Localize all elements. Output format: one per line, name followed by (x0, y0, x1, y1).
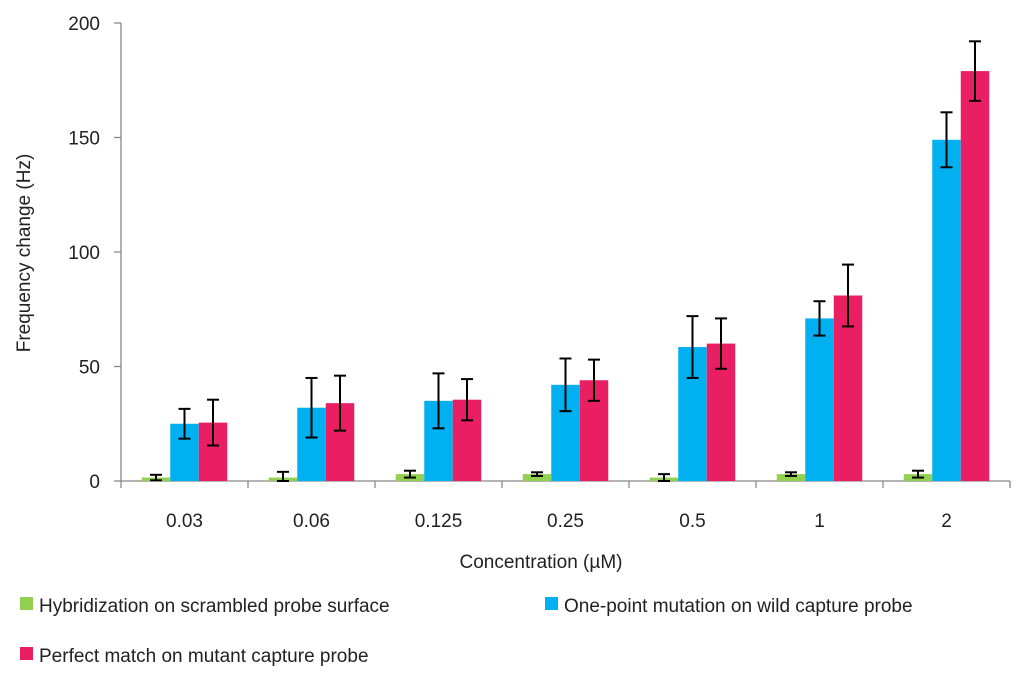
legend: Hybridization on scrambled probe surface… (20, 596, 913, 667)
y-axis-ticks: 0 50 100 150 200 (68, 14, 121, 493)
y-tick-label: 50 (79, 358, 100, 379)
legend-swatch (20, 597, 33, 610)
legend-label: Hybridization on scrambled probe surface (39, 596, 390, 617)
bar (805, 318, 834, 481)
y-axis-title: Frequency change (Hz) (14, 154, 35, 353)
x-axis-title: Concentration (µM) (459, 552, 622, 573)
legend-swatch (545, 597, 558, 610)
legend-label: One-point mutation on wild capture probe (564, 596, 913, 617)
bars (141, 71, 990, 482)
x-tick-label: 0.03 (166, 511, 203, 532)
x-tick-label: 2 (941, 511, 952, 532)
y-tick-label: 150 (68, 129, 100, 150)
y-tick-label: 100 (68, 243, 100, 264)
legend-swatch (20, 647, 33, 660)
bar (932, 139, 961, 482)
y-tick-label: 200 (68, 14, 100, 35)
x-tick-label: 0.06 (293, 511, 330, 532)
x-tick-label: 0.25 (547, 511, 584, 532)
legend-label: Perfect match on mutant capture probe (39, 646, 369, 667)
x-tick-label: 0.5 (679, 511, 705, 532)
x-tick-label: 0.125 (415, 511, 463, 532)
error-bars (150, 40, 981, 482)
x-tick-label: 1 (814, 511, 825, 532)
bar (522, 474, 552, 481)
bar (960, 71, 990, 481)
y-tick-label: 0 (89, 472, 100, 493)
bar (776, 474, 806, 481)
x-axis-ticks: 0.03 0.06 0.125 0.25 0.5 1 2 (120, 481, 1011, 532)
